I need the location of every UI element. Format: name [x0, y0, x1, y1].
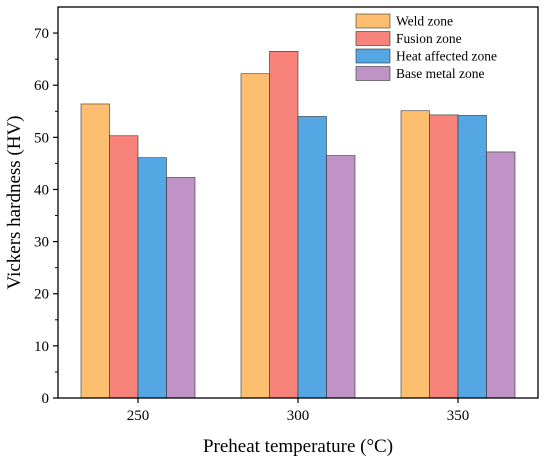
bar: [429, 114, 459, 399]
legend-swatch: [355, 31, 391, 46]
y-tick-label: 30: [34, 235, 49, 251]
bars: [80, 51, 516, 399]
y-axis-title: Vickers hardness (HV): [4, 115, 25, 289]
legend: Weld zone Fusion zone Heat affected zone Ba…: [355, 13, 497, 81]
y-tick-label: 40: [34, 182, 49, 198]
bar: [240, 73, 270, 399]
x-tick-label: 300: [287, 408, 310, 424]
legend-label: Fusion zone: [396, 31, 462, 46]
bar: [297, 116, 327, 399]
legend-label: Heat affected zone: [396, 49, 497, 64]
bar: [80, 103, 110, 399]
bar: [269, 51, 299, 399]
bar: [137, 157, 167, 399]
y-tick-label: 60: [34, 78, 49, 94]
bar: [486, 151, 516, 399]
y-axis: 0 10 20 30 40 50 60 70: [34, 26, 58, 407]
y-tick-label: 10: [34, 339, 49, 355]
bar: [109, 135, 139, 399]
legend-swatch: [355, 48, 391, 64]
bar: [457, 115, 487, 399]
y-tick-label: 20: [34, 287, 49, 303]
y-tick-label: 50: [34, 130, 49, 146]
legend-swatch: [355, 13, 391, 29]
bar: [400, 110, 430, 399]
legend-label: Weld zone: [396, 14, 453, 29]
x-axis-title: Preheat temperature (°C): [203, 436, 393, 457]
x-tick-label: 350: [447, 408, 470, 424]
x-axis: 250 300 350: [127, 398, 470, 424]
bar: [326, 155, 356, 399]
legend-swatch: [355, 66, 391, 81]
bar: [166, 177, 196, 399]
x-tick-label: 250: [127, 408, 150, 424]
y-tick-label: 70: [34, 26, 49, 42]
legend-label: Base metal zone: [396, 66, 484, 81]
y-tick-label: 0: [42, 391, 50, 407]
